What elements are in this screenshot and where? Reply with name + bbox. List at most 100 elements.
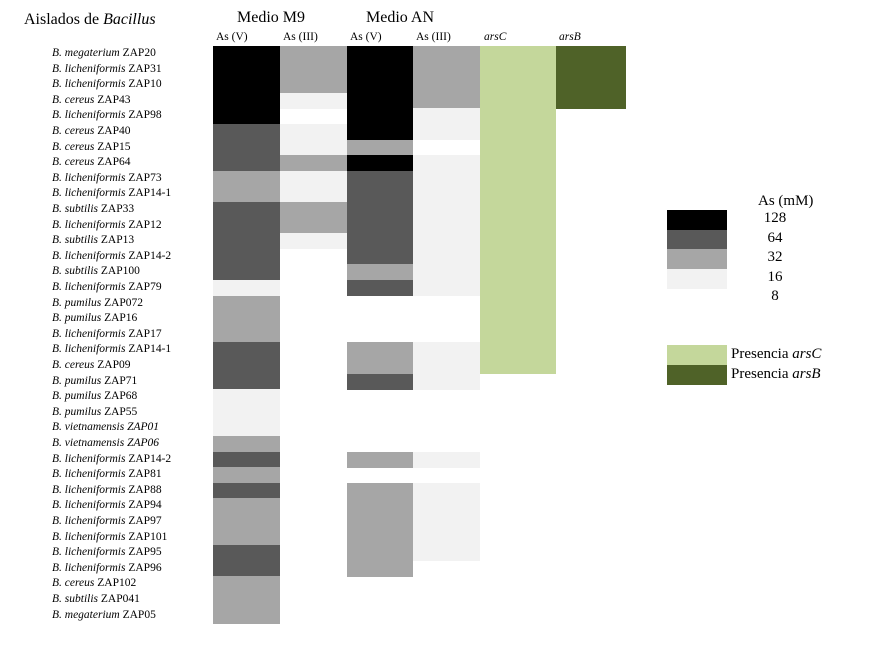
legend-level-label: 64 [767, 229, 783, 246]
cell-an-as-v [347, 498, 413, 515]
cell-an-as-v [347, 186, 413, 203]
cell-m9-as-v [213, 170, 280, 187]
cell-arsc [480, 326, 556, 343]
cell-an-as-v [347, 342, 413, 359]
cell-an-as-v [347, 482, 413, 499]
cell-m9-as-v [213, 139, 280, 156]
cell-m9-as-v [213, 467, 280, 484]
cell-m9-as-v [213, 436, 280, 453]
cell-an-as-v [347, 202, 413, 219]
cell-an-as-v [347, 170, 413, 187]
cell-m9-as-v [213, 607, 280, 624]
isolate-label: B. subtilis ZAP33 [52, 203, 135, 215]
cell-an-as-v [347, 545, 413, 562]
cell-arsc [480, 46, 556, 63]
group-label-an: Medio AN [366, 9, 434, 26]
legend-level-label: 8 [771, 288, 779, 304]
cell-m9-as-v [213, 576, 280, 593]
cell-m9-as-v [213, 529, 280, 546]
cell-an-as-v [347, 61, 413, 78]
cell-m9-as-v [213, 514, 280, 531]
legend-level-label: 32 [767, 249, 783, 265]
cell-m9-as-v [213, 61, 280, 78]
isolate-label: B. subtilis ZAP100 [52, 265, 140, 278]
cell-an-as-v [347, 373, 413, 390]
cell-arsb [556, 77, 626, 94]
column-header-3: As (III) [416, 31, 451, 43]
cell-m9-as-v [213, 560, 280, 577]
legend-gene-label: Presencia arsC [731, 346, 822, 362]
legend-swatch-32 [667, 249, 727, 269]
cell-an-as-v [347, 264, 413, 281]
cell-m9-as-v [213, 545, 280, 562]
legend-swatch-arsC [667, 345, 727, 365]
isolate-label: B. licheniformis ZAP17 [52, 327, 162, 340]
cell-m9-as-v [213, 358, 280, 375]
isolate-label: B. megaterium ZAP20 [52, 47, 156, 59]
cell-m9-as-iii [280, 46, 347, 63]
cell-an-as-v [347, 514, 413, 531]
cell-arsc [480, 77, 556, 94]
cell-an-as-iii [413, 342, 480, 359]
cell-arsc [480, 108, 556, 125]
cell-an-as-iii [413, 280, 480, 297]
cell-m9-as-v [213, 592, 280, 609]
cell-m9-as-v [213, 280, 280, 297]
isolate-label: B. licheniformis ZAP94 [52, 499, 162, 512]
cell-an-as-v [347, 108, 413, 125]
cell-m9-as-v [213, 217, 280, 234]
cell-an-as-v [347, 529, 413, 546]
isolate-label: B. cereus ZAP09 [52, 359, 131, 371]
cell-an-as-iii [413, 186, 480, 203]
cell-m9-as-v [213, 124, 280, 141]
cell-an-as-iii [413, 46, 480, 63]
cell-m9-as-iii [280, 217, 347, 234]
cell-m9-as-iii [280, 233, 347, 250]
cell-m9-as-v [213, 202, 280, 219]
isolate-label: B. licheniformis ZAP14-2 [52, 249, 172, 262]
cell-m9-as-v [213, 92, 280, 109]
cell-arsc [480, 155, 556, 172]
cell-m9-as-v [213, 451, 280, 468]
legend-swatch-16 [667, 268, 727, 289]
column-header-0: As (V) [216, 31, 248, 43]
isolate-label: B. cereus ZAP102 [52, 577, 137, 590]
cell-arsc [480, 61, 556, 78]
legend-gene-label: Presencia arsB [731, 366, 821, 382]
cell-an-as-iii [413, 529, 480, 546]
cell-m9-as-v [213, 404, 280, 421]
isolate-label: B. licheniformis ZAP81 [52, 468, 162, 481]
cell-an-as-iii [413, 124, 480, 141]
cell-an-as-iii [413, 108, 480, 125]
cell-arsb [556, 46, 626, 63]
isolate-label: B. licheniformis ZAP101 [52, 530, 168, 543]
cell-m9-as-v [213, 108, 280, 125]
isolate-label: B. pumilus ZAP68 [52, 390, 138, 403]
cell-arsc [480, 92, 556, 109]
cell-an-as-v [347, 233, 413, 250]
cell-an-as-iii [413, 92, 480, 109]
cell-arsc [480, 311, 556, 328]
cell-m9-as-iii [280, 139, 347, 156]
isolate-label: B. licheniformis ZAP14-2 [52, 452, 172, 465]
isolate-label: B. licheniformis ZAP10 [52, 78, 162, 91]
group-label-m9: Medio M9 [237, 9, 305, 26]
isolate-label: B. licheniformis ZAP97 [52, 515, 162, 527]
cell-an-as-iii [413, 155, 480, 172]
isolate-label: B. megaterium ZAP05 [52, 608, 156, 621]
cell-arsc [480, 358, 556, 375]
cell-m9-as-iii [280, 186, 347, 203]
legend-title: As (mM) [758, 193, 814, 209]
cell-m9-as-v [213, 77, 280, 94]
cell-an-as-iii [413, 545, 480, 562]
cell-arsb [556, 61, 626, 78]
cell-arsc [480, 139, 556, 156]
isolate-label: B. cereus ZAP15 [52, 140, 131, 153]
cell-an-as-iii [413, 498, 480, 515]
cell-an-as-v [347, 124, 413, 141]
cell-arsb [556, 92, 626, 109]
cell-m9-as-v [213, 46, 280, 63]
cell-arsc [480, 217, 556, 234]
cell-an-as-iii [413, 217, 480, 234]
isolate-label: B. licheniformis ZAP31 [52, 62, 162, 75]
